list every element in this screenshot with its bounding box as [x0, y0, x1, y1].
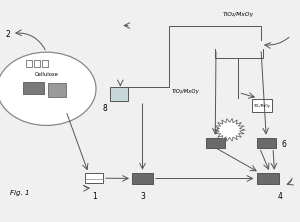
- Text: 6: 6: [281, 140, 286, 149]
- FancyBboxPatch shape: [132, 173, 153, 184]
- FancyBboxPatch shape: [206, 138, 225, 148]
- FancyBboxPatch shape: [42, 60, 48, 67]
- Text: 8: 8: [102, 104, 107, 113]
- Text: TiO₂/MxOy: TiO₂/MxOy: [254, 104, 271, 108]
- Text: 1: 1: [92, 192, 97, 201]
- Text: 4: 4: [278, 192, 283, 201]
- Text: 2: 2: [5, 30, 10, 39]
- Text: Fig. 1: Fig. 1: [10, 190, 29, 196]
- FancyBboxPatch shape: [110, 87, 128, 101]
- FancyBboxPatch shape: [26, 60, 32, 67]
- Polygon shape: [214, 119, 245, 141]
- Circle shape: [0, 52, 96, 125]
- FancyBboxPatch shape: [256, 173, 279, 184]
- FancyBboxPatch shape: [48, 83, 66, 97]
- FancyBboxPatch shape: [252, 99, 272, 112]
- FancyBboxPatch shape: [256, 138, 276, 148]
- FancyBboxPatch shape: [85, 173, 103, 183]
- Text: 3: 3: [140, 192, 145, 201]
- FancyBboxPatch shape: [34, 60, 40, 67]
- FancyBboxPatch shape: [22, 82, 44, 94]
- Text: TiO₂/MxOγ: TiO₂/MxOγ: [172, 89, 199, 93]
- Text: TiO₂/MxOγ: TiO₂/MxOγ: [223, 12, 254, 17]
- Text: Cellulose: Cellulose: [34, 72, 58, 77]
